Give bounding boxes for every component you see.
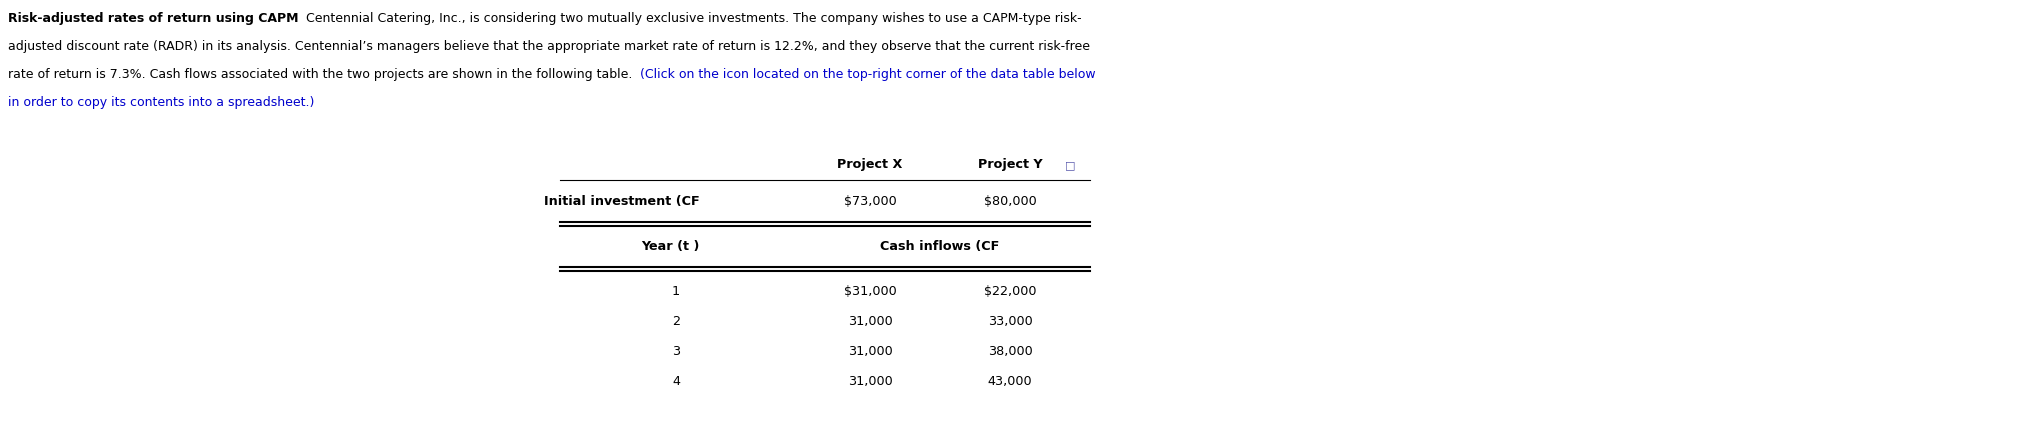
Text: 38,000: 38,000: [989, 345, 1033, 358]
Text: Cash inflows (CF: Cash inflows (CF: [881, 240, 999, 253]
Text: $22,000: $22,000: [985, 285, 1035, 298]
Text: (Click on the icon located on the top-right corner of the data table below: (Click on the icon located on the top-ri…: [633, 68, 1096, 81]
Text: Project X: Project X: [836, 158, 903, 171]
Text: 3: 3: [672, 345, 680, 358]
Text: 31,000: 31,000: [849, 315, 893, 328]
Text: 1: 1: [672, 285, 680, 298]
Text: $31,000: $31,000: [844, 285, 897, 298]
Text: rate of return is 7.3%. Cash flows associated with the two projects are shown in: rate of return is 7.3%. Cash flows assoc…: [8, 68, 633, 81]
Text: in order to copy its contents into a spreadsheet.): in order to copy its contents into a spr…: [8, 96, 315, 109]
Text: 43,000: 43,000: [989, 375, 1033, 388]
Text: Year (t ): Year (t ): [641, 240, 700, 253]
Text: 4: 4: [672, 375, 680, 388]
Text: □: □: [1066, 160, 1076, 170]
Text: 31,000: 31,000: [849, 375, 893, 388]
Text: adjusted discount rate (RADR) in its analysis. Centennial’s managers believe tha: adjusted discount rate (RADR) in its ana…: [8, 40, 1090, 53]
Text: 31,000: 31,000: [849, 345, 893, 358]
Text: $80,000: $80,000: [985, 195, 1037, 208]
Text: Initial investment (CF: Initial investment (CF: [544, 195, 700, 208]
Text: Centennial Catering, Inc., is considering two mutually exclusive investments. Th: Centennial Catering, Inc., is considerin…: [298, 12, 1082, 25]
Text: 2: 2: [672, 315, 680, 328]
Text: $73,000: $73,000: [844, 195, 897, 208]
Text: Project Y: Project Y: [978, 158, 1041, 171]
Text: 33,000: 33,000: [989, 315, 1033, 328]
Text: Risk-adjusted rates of return using CAPM: Risk-adjusted rates of return using CAPM: [8, 12, 298, 25]
Text: Initial investment (CF: Initial investment (CF: [544, 195, 700, 208]
